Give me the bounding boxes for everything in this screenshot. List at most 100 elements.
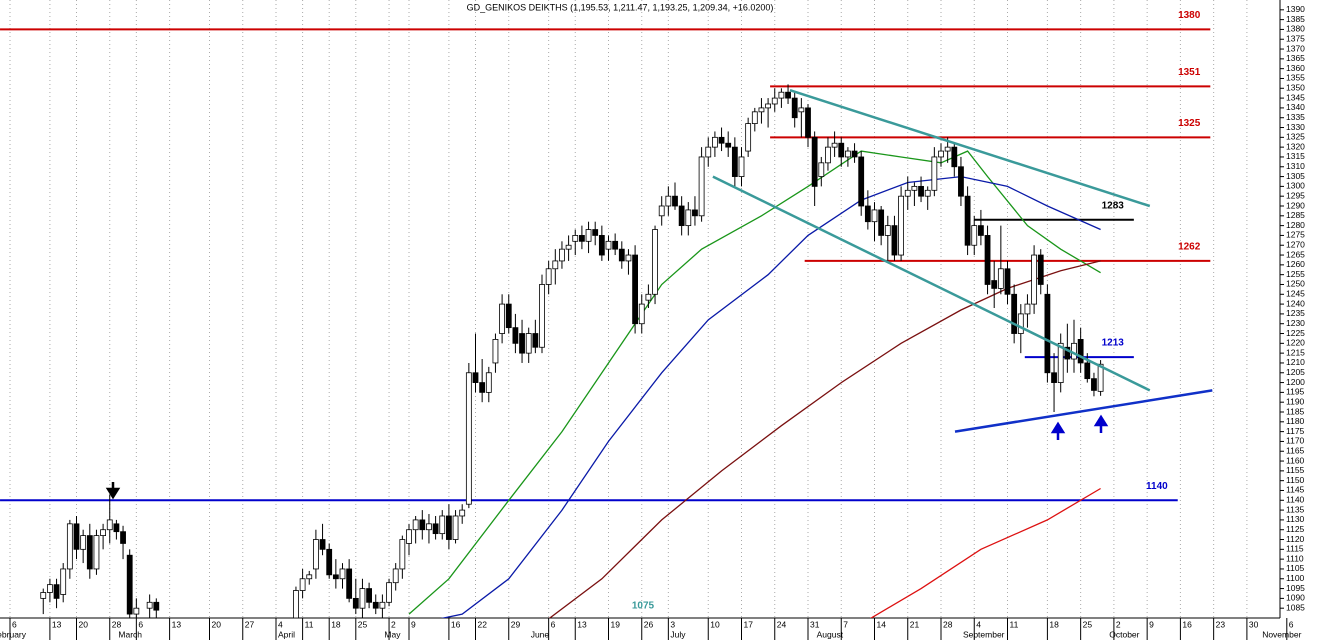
x-tick-label: 4 — [278, 619, 283, 629]
x-tick-label: 10 — [710, 619, 720, 629]
candle-body — [1044, 293, 1051, 374]
x-tick-label: 13 — [52, 619, 62, 629]
candle-body — [1004, 268, 1011, 295]
candle-body — [831, 142, 838, 148]
candle-body — [47, 584, 53, 593]
candle-body — [40, 592, 47, 599]
candle-body — [904, 189, 911, 197]
x-tick-label: 20 — [79, 619, 89, 629]
y-tick-label: 1320 — [1286, 141, 1305, 151]
plot-area — [0, 0, 1248, 618]
candle-body — [598, 235, 605, 256]
candle-body — [771, 97, 778, 105]
candle-body — [346, 568, 353, 599]
candle-body — [878, 209, 885, 236]
candle-body — [1057, 342, 1064, 383]
y-tick-label: 1315 — [1286, 151, 1305, 161]
candle-body — [499, 303, 506, 334]
candle-body — [1011, 293, 1018, 334]
candle-body — [472, 372, 479, 383]
y-tick-label: 1175 — [1286, 426, 1305, 436]
candle-body — [891, 225, 898, 256]
candle-body — [978, 225, 984, 236]
y-tick-label: 1155 — [1286, 465, 1305, 475]
candle-body — [386, 582, 392, 603]
candle-body — [559, 248, 565, 262]
candle-body — [731, 146, 738, 177]
y-tick-label: 1135 — [1286, 504, 1305, 514]
x-tick-label: 31 — [810, 619, 820, 629]
x-tick-label: 11 — [305, 619, 314, 629]
candle-body — [964, 195, 971, 246]
candle-body — [306, 574, 313, 580]
candle-body — [845, 150, 851, 158]
x-tick-label: 18 — [331, 619, 341, 629]
candle-body — [838, 142, 845, 158]
x-tick-label: 2 — [391, 619, 396, 629]
y-tick-label: 1185 — [1286, 406, 1305, 416]
candle-body — [479, 382, 486, 393]
candle-body — [120, 531, 126, 544]
candle-body — [785, 91, 791, 99]
x-tick-label: 28 — [112, 619, 122, 629]
x-tick-label: 4 — [976, 619, 981, 629]
y-tick-label: 1250 — [1286, 279, 1305, 289]
y-tick-label: 1215 — [1286, 347, 1305, 357]
candle-body — [399, 539, 406, 570]
candle-body — [579, 235, 585, 242]
y-tick-label: 1305 — [1286, 171, 1305, 181]
y-tick-label: 1130 — [1286, 514, 1305, 524]
x-tick-label: 25 — [1083, 619, 1093, 629]
x-month-label: October — [1109, 629, 1139, 639]
x-tick-label: 23 — [1216, 619, 1226, 629]
x-month-label: June — [531, 629, 550, 639]
candle-body — [638, 303, 645, 325]
candle-body — [339, 568, 346, 580]
y-tick-label: 1280 — [1286, 220, 1305, 230]
level-label: 1213 — [1102, 338, 1125, 349]
level-label: 1325 — [1178, 118, 1201, 129]
candle-body — [791, 97, 798, 119]
candle-body — [53, 584, 60, 599]
y-tick-label: 1150 — [1286, 475, 1305, 485]
candle-body — [618, 248, 625, 262]
x-tick-label: 18 — [1049, 619, 1059, 629]
candle-body — [73, 523, 80, 550]
candle-body — [825, 146, 831, 164]
candle-body — [445, 515, 452, 540]
y-tick-label: 1245 — [1286, 289, 1305, 299]
x-tick-label: 19 — [611, 619, 621, 629]
x-tick-label: 16 — [451, 619, 461, 629]
candle-body — [685, 209, 692, 227]
arrow-up — [1093, 414, 1109, 433]
candle-body — [931, 156, 938, 191]
y-tick-label: 1370 — [1286, 43, 1305, 53]
y-tick-label: 1270 — [1286, 239, 1305, 249]
y-tick-label: 1360 — [1286, 63, 1305, 73]
candle-body — [864, 205, 871, 223]
y-tick-label: 1275 — [1286, 230, 1305, 240]
level-label: 1283 — [1102, 200, 1125, 211]
y-tick-label: 1235 — [1286, 308, 1305, 318]
candle-body — [738, 156, 745, 177]
x-tick-label: 20 — [212, 619, 222, 629]
candle-body — [293, 590, 299, 618]
candle-body — [851, 150, 858, 158]
y-tick-label: 1295 — [1286, 190, 1305, 200]
candle-body — [412, 519, 419, 531]
x-tick-label: 14 — [877, 619, 887, 629]
candle-body — [798, 107, 805, 113]
candle-body — [645, 293, 652, 301]
candle-body — [465, 372, 472, 505]
y-tick-label: 1180 — [1286, 416, 1305, 426]
x-tick-label: 6 — [138, 619, 143, 629]
y-tick-label: 1100 — [1286, 573, 1305, 583]
candle-body — [625, 254, 632, 262]
y-tick-label: 1330 — [1286, 122, 1305, 132]
candle-body — [698, 156, 705, 217]
y-tick-label: 1355 — [1286, 73, 1305, 83]
x-tick-label: 9 — [411, 619, 416, 629]
y-tick-label: 1095 — [1286, 583, 1305, 593]
y-tick-label: 1385 — [1286, 14, 1305, 24]
